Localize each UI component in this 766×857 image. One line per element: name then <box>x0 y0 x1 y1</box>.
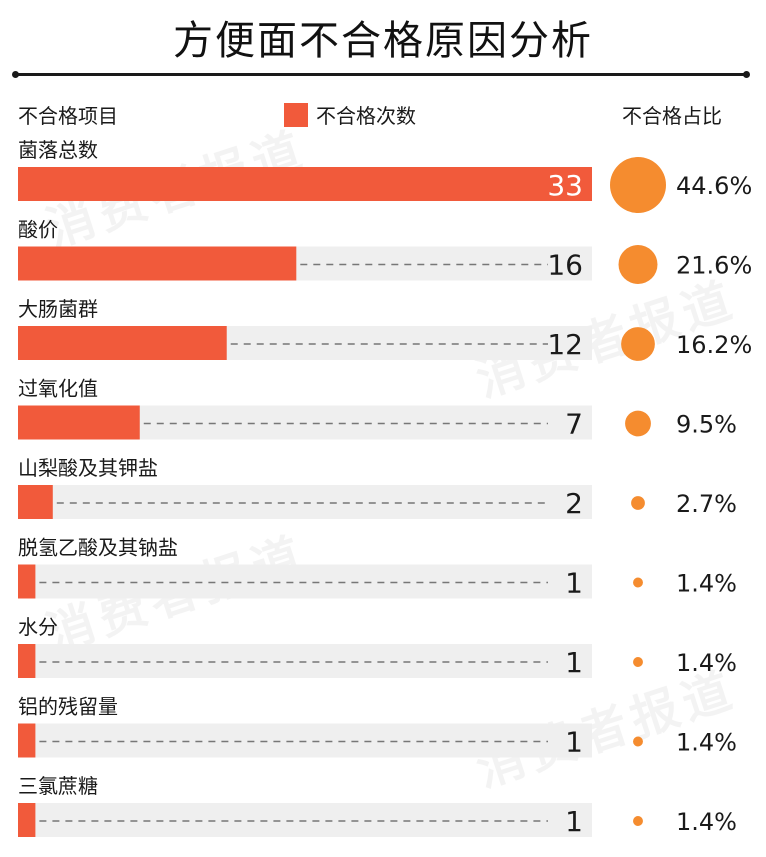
share-bubble <box>625 410 651 437</box>
share-label: 1.4% <box>676 729 737 757</box>
value-label: 7 <box>565 408 583 441</box>
share-bubble <box>633 657 643 667</box>
bar <box>18 485 53 519</box>
legend-label: 不合格次数 <box>316 104 416 128</box>
category-label: 山梨酸及其钾盐 <box>18 456 158 480</box>
value-label: 16 <box>547 249 583 282</box>
value-label: 33 <box>547 169 583 202</box>
bar-track <box>18 723 592 758</box>
category-label: 过氧化值 <box>18 377 98 401</box>
bar <box>18 644 36 678</box>
value-label: 1 <box>565 726 583 759</box>
value-label: 1 <box>565 567 583 600</box>
share-label: 16.2% <box>676 331 752 359</box>
share-label: 44.6% <box>676 172 752 200</box>
value-label: 1 <box>565 805 583 838</box>
bar <box>18 246 297 281</box>
value-label: 12 <box>547 328 583 361</box>
share-label: 1.4% <box>676 570 737 598</box>
share-bubble <box>633 577 643 588</box>
share-label: 9.5% <box>676 411 737 439</box>
bar-track <box>18 564 592 599</box>
legend-swatch <box>284 103 308 127</box>
share-bubble <box>631 496 645 510</box>
title-divider <box>12 71 750 78</box>
category-label: 大肠菌群 <box>18 297 98 321</box>
share-label: 21.6% <box>676 252 752 280</box>
category-label: 铝的残留量 <box>18 695 118 719</box>
bar <box>18 167 592 201</box>
bar <box>18 405 140 440</box>
value-label: 2 <box>565 487 583 520</box>
share-bubble <box>633 816 643 826</box>
share-bubble <box>610 157 666 213</box>
divider-dot <box>12 71 19 78</box>
bar-track <box>18 485 592 519</box>
bar <box>18 803 36 837</box>
bar <box>18 564 36 599</box>
share-label: 2.7% <box>676 490 737 518</box>
category-label: 三氯蔗糖 <box>18 774 98 798</box>
bar <box>18 723 36 758</box>
bar <box>18 326 227 360</box>
share-bubble <box>633 736 643 747</box>
share-bubble <box>618 245 658 284</box>
share-bubble <box>621 327 655 361</box>
share-label: 1.4% <box>676 649 737 677</box>
item-column-header: 不合格项目 <box>18 104 118 128</box>
bar-track <box>18 803 592 837</box>
category-label: 酸价 <box>18 218 58 242</box>
category-label: 水分 <box>18 615 58 639</box>
share-column-header: 不合格占比 <box>622 104 722 128</box>
category-label: 菌落总数 <box>18 138 98 162</box>
share-label: 1.4% <box>676 808 737 836</box>
bar-track <box>18 644 592 678</box>
chart-title: 方便面不合格原因分析 <box>173 18 593 64</box>
divider-dot <box>743 71 750 78</box>
value-label: 1 <box>565 646 583 679</box>
category-label: 脱氢乙酸及其钠盐 <box>18 536 178 560</box>
